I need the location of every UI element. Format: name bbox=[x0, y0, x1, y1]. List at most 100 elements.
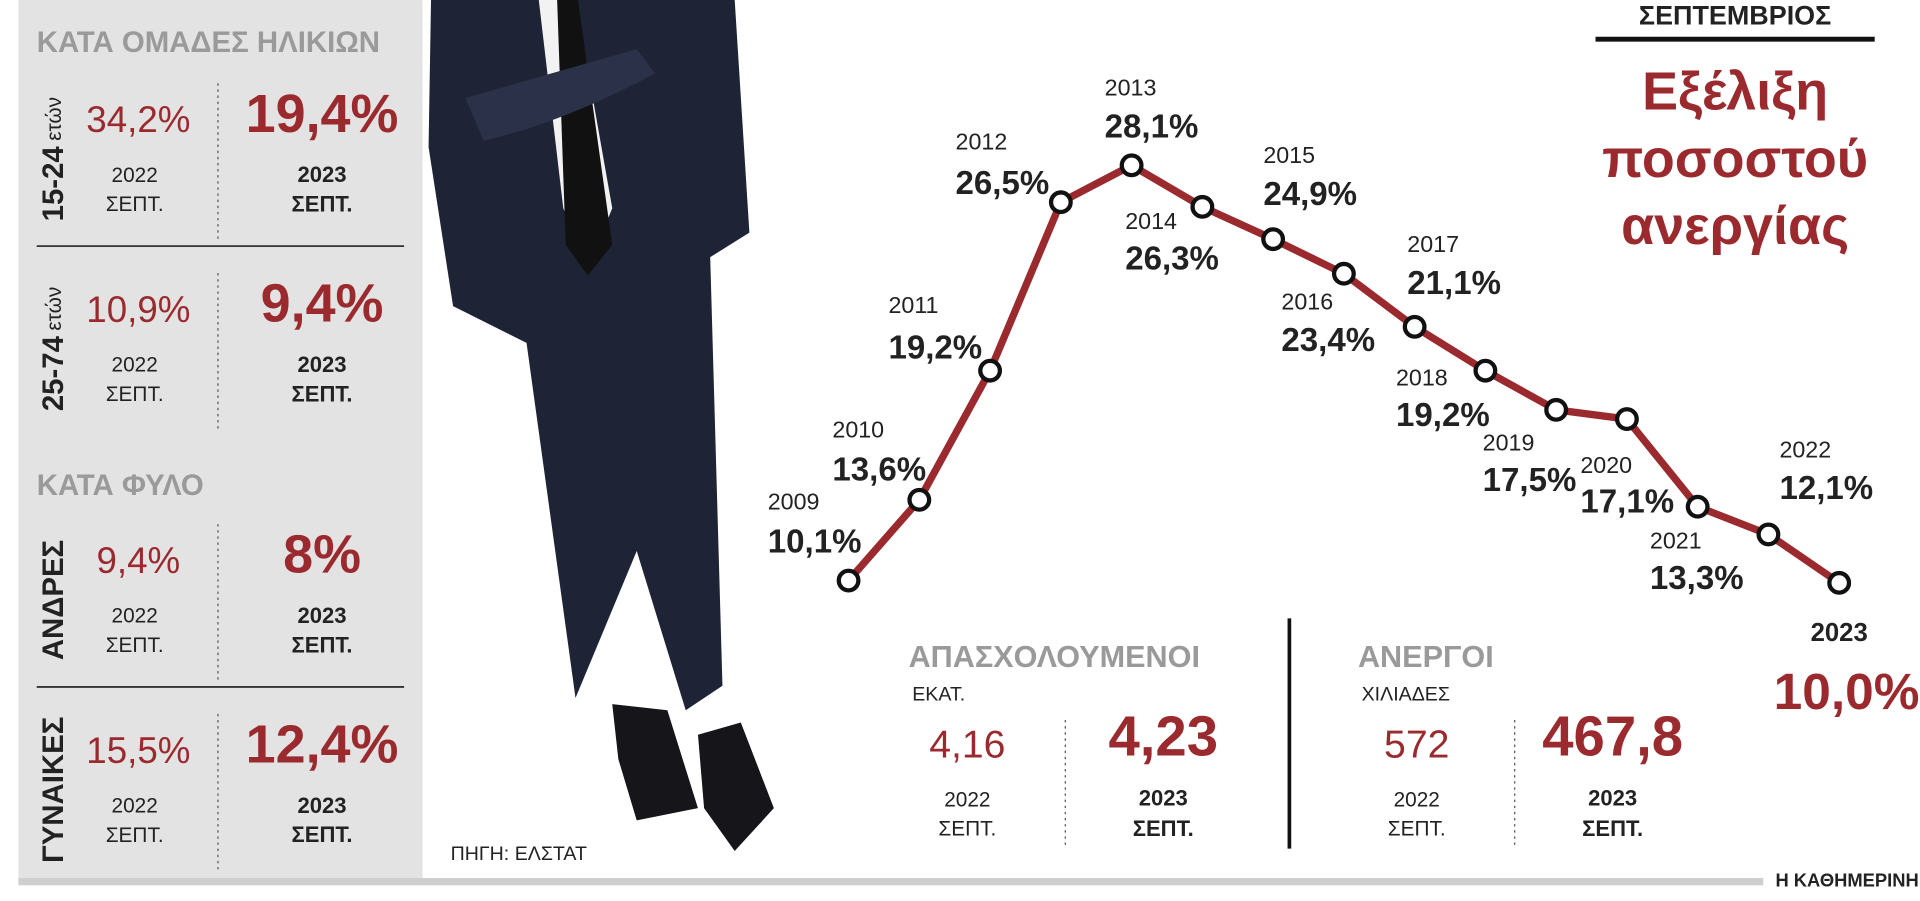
data-point bbox=[1827, 570, 1852, 595]
group-heading: ΚΑΤΑ ΦΥΛΟ bbox=[37, 469, 204, 502]
year-label: 2009 bbox=[768, 489, 820, 515]
current-month: ΣΕΠΤ. bbox=[292, 822, 353, 847]
year-label: 2021 bbox=[1650, 527, 1702, 553]
man-photo bbox=[428, 0, 774, 852]
current-value: 9,4% bbox=[261, 274, 384, 334]
arm bbox=[465, 48, 656, 141]
year-label: 2022 bbox=[1779, 436, 1831, 462]
brand: Η ΚΑΘΗΜΕΡΙΝΗ bbox=[1775, 869, 1918, 890]
summary-heading: ΑΠΑΣΧΟΛΟΥΜΕΝΟΙ bbox=[909, 640, 1200, 674]
row-label: ΓΥΝΑΙΚΕΣ bbox=[37, 717, 70, 863]
row-label: 25-74 ετών bbox=[37, 287, 70, 411]
data-point bbox=[1614, 407, 1639, 432]
summary-heading: ΑΝΕΡΓΟΙ bbox=[1358, 640, 1494, 674]
current-year: 2023 bbox=[298, 793, 347, 818]
bottom-bar bbox=[18, 877, 1764, 886]
value-label: 19,2% bbox=[1396, 397, 1490, 434]
value-label: 23,4% bbox=[1281, 322, 1375, 359]
chart-title-line: Εξέλιξη bbox=[1642, 62, 1828, 122]
previous-value: 572 bbox=[1384, 723, 1449, 766]
year-label: 2017 bbox=[1407, 231, 1459, 257]
data-point bbox=[1756, 522, 1781, 547]
previous-year: 2022 bbox=[1394, 788, 1440, 811]
row-label-main: ΑΝΔΡΕΣ bbox=[37, 540, 70, 660]
row-label: 15-24 ετών bbox=[37, 97, 70, 221]
row-label-main: 25-74 bbox=[37, 335, 70, 411]
year-label: 2015 bbox=[1263, 142, 1315, 168]
current-value: 467,8 bbox=[1542, 705, 1683, 768]
current-year: 2023 bbox=[1139, 785, 1188, 810]
data-point bbox=[1190, 194, 1215, 219]
header-rule bbox=[1595, 36, 1875, 42]
shoe bbox=[697, 722, 774, 852]
chart-header: ΣΕΠΤΕΜΒΡΙΟΣ bbox=[1639, 0, 1831, 30]
left-panel-background bbox=[18, 0, 423, 880]
previous-month: ΣΕΠΤ. bbox=[938, 818, 996, 841]
data-point bbox=[1261, 227, 1286, 252]
year-label: 2011 bbox=[888, 292, 938, 318]
year-label: 2014 bbox=[1125, 208, 1177, 234]
previous-month: ΣΕΠΤ. bbox=[106, 824, 164, 847]
group-heading: ΚΑΤΑ ΟΜΑΔΕΣ ΗΛΙΚΙΩΝ bbox=[37, 26, 380, 59]
year-label: 2023 bbox=[1811, 619, 1868, 647]
current-value: 19,4% bbox=[246, 84, 399, 144]
current-value: 8% bbox=[283, 525, 361, 585]
data-point bbox=[1402, 314, 1427, 339]
value-label: 10,1% bbox=[768, 524, 862, 561]
year-label: 2010 bbox=[832, 416, 884, 442]
suit bbox=[428, 0, 750, 711]
previous-month: ΣΕΠΤ. bbox=[106, 193, 164, 216]
value-label: 17,1% bbox=[1580, 483, 1674, 520]
chart-title-line: ανεργίας bbox=[1621, 196, 1849, 256]
value-label: 24,9% bbox=[1263, 176, 1357, 213]
year-label: 2020 bbox=[1580, 452, 1632, 478]
previous-year: 2022 bbox=[112, 794, 158, 817]
previous-value: 15,5% bbox=[86, 730, 190, 771]
data-point bbox=[1119, 153, 1144, 178]
previous-year: 2022 bbox=[112, 605, 158, 628]
row-label-sub: ετών bbox=[43, 97, 66, 141]
summary-unit: ΕΚΑΤ. bbox=[912, 684, 965, 706]
value-label: 10,0% bbox=[1774, 662, 1920, 720]
data-point bbox=[1331, 261, 1356, 286]
data-point bbox=[836, 568, 861, 593]
value-label: 13,6% bbox=[832, 451, 926, 488]
chart-title: Εξέλιξη ποσοστού ανεργίας bbox=[1602, 62, 1868, 257]
previous-year: 2022 bbox=[944, 788, 990, 811]
current-value: 12,4% bbox=[246, 714, 399, 774]
current-month: ΣΕΠΤ. bbox=[292, 632, 353, 657]
current-month: ΣΕΠΤ. bbox=[1133, 816, 1194, 841]
value-label: 13,3% bbox=[1650, 560, 1744, 597]
previous-value: 34,2% bbox=[86, 99, 190, 140]
year-label: 2016 bbox=[1281, 288, 1333, 314]
previous-year: 2022 bbox=[112, 164, 158, 187]
shoe bbox=[612, 704, 698, 821]
current-year: 2023 bbox=[298, 162, 347, 187]
value-label: 17,5% bbox=[1483, 462, 1577, 499]
value-label: 26,5% bbox=[956, 165, 1050, 202]
row-label-main: ΓΥΝΑΙΚΕΣ bbox=[37, 717, 70, 863]
value-label: 19,2% bbox=[888, 330, 982, 367]
current-month: ΣΕΠΤ. bbox=[1582, 816, 1643, 841]
current-value: 4,23 bbox=[1108, 705, 1218, 768]
value-label: 12,1% bbox=[1779, 470, 1873, 507]
data-point bbox=[1544, 397, 1569, 422]
previous-value: 9,4% bbox=[97, 540, 181, 581]
year-label: 2019 bbox=[1483, 429, 1535, 455]
row-label-sub: ετών bbox=[43, 287, 66, 331]
previous-month: ΣΕΠΤ. bbox=[106, 634, 164, 657]
current-year: 2023 bbox=[298, 352, 347, 377]
year-label: 2018 bbox=[1396, 364, 1448, 390]
data-point bbox=[1048, 190, 1073, 215]
data-point bbox=[1473, 358, 1498, 383]
previous-year: 2022 bbox=[112, 354, 158, 377]
value-label: 26,3% bbox=[1125, 240, 1219, 277]
previous-month: ΣΕΠΤ. bbox=[106, 383, 164, 406]
source: ΠΗΓΗ: ΕΛΣΤΑΤ bbox=[451, 843, 587, 865]
current-year: 2023 bbox=[1588, 785, 1637, 810]
chart-title-line: ποσοστού bbox=[1602, 129, 1868, 189]
value-label: 21,1% bbox=[1407, 265, 1501, 302]
year-label: 2012 bbox=[956, 129, 1008, 155]
